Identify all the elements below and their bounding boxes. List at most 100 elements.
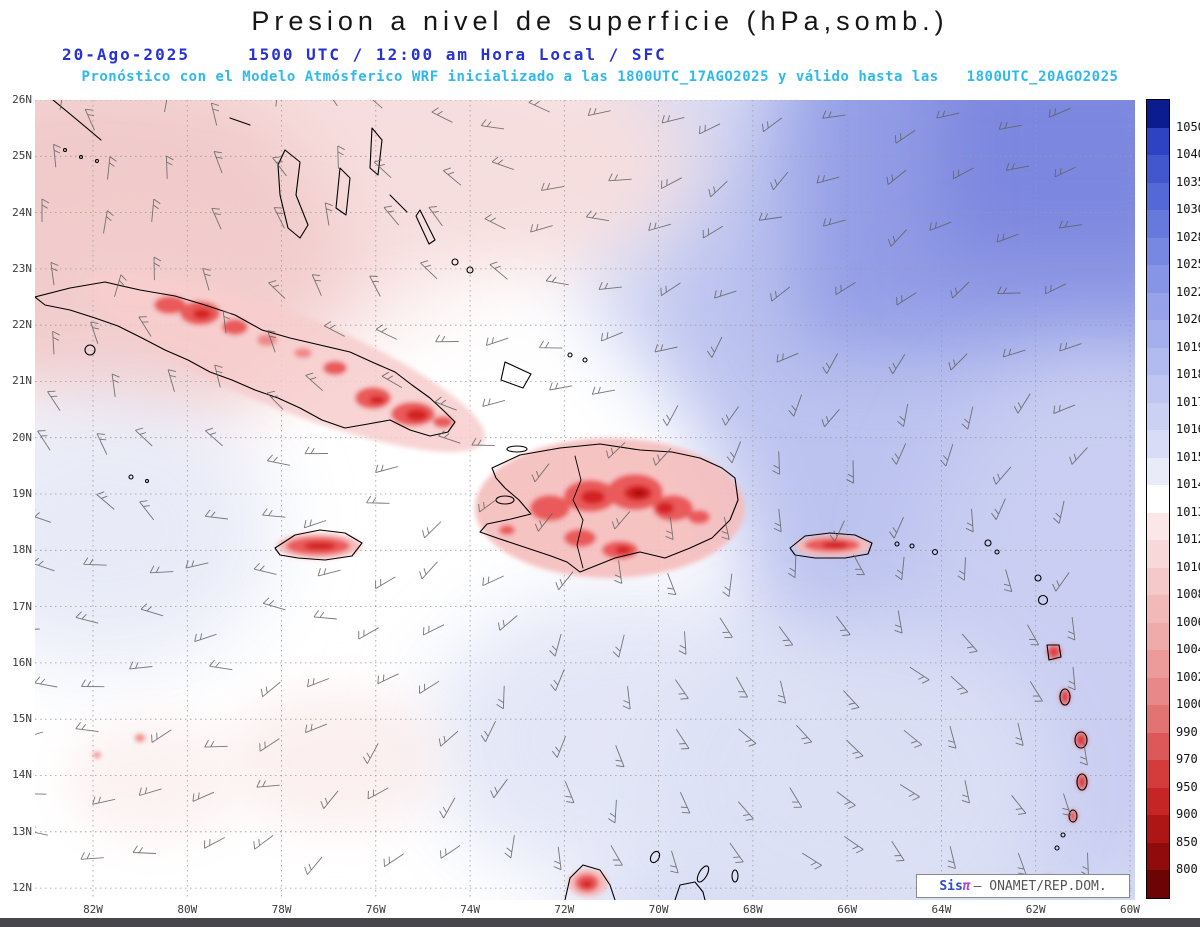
- wind-barb: [260, 681, 281, 698]
- wind-barb: [770, 171, 789, 191]
- lon-label: 68W: [742, 903, 763, 916]
- datetime-line: 20-Ago-2025 1500 UTC / 12:00 am Hora Loc…: [62, 45, 667, 64]
- wind-barb: [383, 205, 400, 226]
- wind-barb: [735, 676, 748, 698]
- wind-barb: [490, 778, 508, 799]
- wind-barb: [836, 616, 851, 637]
- wind-barb: [844, 836, 864, 854]
- coast-st-vincent: [1068, 809, 1078, 823]
- wind-barb: [888, 354, 906, 375]
- wind-barb: [272, 156, 287, 177]
- wind-barb: [886, 169, 907, 185]
- wind-barb: [564, 781, 575, 804]
- wind-barb: [699, 123, 721, 135]
- wind-barb: [443, 167, 462, 186]
- wind-barb: [253, 562, 277, 575]
- wind-barb: [957, 557, 966, 581]
- wind-barb: [1002, 348, 1026, 358]
- coast-curacao: [696, 865, 710, 883]
- wind-barb: [496, 685, 505, 710]
- wind-barb: [313, 610, 337, 620]
- wind-barb: [891, 840, 905, 862]
- wind-barbs: [16, 83, 1089, 876]
- lon-label: 72W: [554, 903, 575, 916]
- wind-barb: [829, 520, 845, 542]
- wind-barb: [936, 110, 960, 119]
- coast-st-lucia: [1076, 773, 1088, 791]
- wind-barb: [317, 568, 341, 577]
- wind-barb: [369, 275, 381, 297]
- wind-barb: [194, 633, 217, 643]
- colorbar-label: 1028: [1176, 229, 1200, 244]
- wind-barb: [894, 130, 916, 144]
- wind-barb: [438, 430, 461, 444]
- wind-barb: [383, 853, 404, 867]
- coast-eleuthera: [369, 127, 383, 176]
- wind-barb: [585, 210, 610, 222]
- forecast-time: 1500 UTC / 12:00 am Hora Local / SFC: [247, 45, 667, 64]
- wind-barb: [41, 198, 50, 222]
- wind-barb: [1059, 342, 1082, 352]
- wind-barb: [485, 337, 509, 346]
- wind-barb: [661, 177, 683, 189]
- credit-sis: Sis: [939, 878, 963, 894]
- wind-barb: [114, 274, 127, 297]
- wind-barb: [947, 725, 957, 749]
- wind-barb: [497, 615, 518, 631]
- wind-barb: [591, 386, 615, 395]
- wind-barb: [320, 790, 339, 809]
- wind-barb: [896, 292, 917, 306]
- wind-barb: [304, 446, 329, 455]
- wind-barb: [1003, 569, 1013, 593]
- coast-caymans: [128, 474, 134, 480]
- map-canvas: [0, 10, 1200, 927]
- colorbar-cell: [1147, 182, 1169, 211]
- wind-barb: [268, 280, 286, 299]
- colorbar-cell: [1147, 430, 1169, 458]
- colorbar-cell: [1147, 292, 1169, 321]
- wind-barb: [549, 633, 562, 657]
- colorbar-label: 1006: [1176, 614, 1200, 629]
- colorbar-cell: [1147, 457, 1169, 486]
- wind-barb: [419, 561, 438, 580]
- wind-barb: [149, 565, 174, 574]
- wind-barb: [484, 214, 506, 230]
- wind-barb: [654, 344, 678, 353]
- wind-barb: [323, 321, 345, 337]
- wind-barb: [1027, 624, 1040, 646]
- colorbar-label: 1025: [1176, 257, 1200, 272]
- wind-barb: [435, 334, 459, 343]
- colorbar-label: 850: [1176, 834, 1198, 849]
- wind-barb: [678, 631, 687, 655]
- colorbar-cell: [1147, 375, 1169, 403]
- wind-barb: [151, 198, 161, 223]
- border-haiti-dr: [572, 455, 584, 569]
- latlon-grid: [35, 99, 1135, 900]
- wind-barb: [366, 495, 390, 504]
- wind-barb: [612, 634, 625, 658]
- wind-barb: [598, 281, 622, 290]
- colorbar-cell: [1147, 595, 1169, 623]
- wind-barb: [138, 787, 162, 796]
- colorbar-cell: [1147, 622, 1169, 651]
- wind-barb: [909, 666, 930, 684]
- model-valid-text: 1800UTC_20AGO2025: [966, 69, 1119, 85]
- wind-barb: [103, 210, 114, 234]
- wind-barb: [151, 729, 172, 743]
- wind-barb: [50, 261, 59, 286]
- wind-barb: [551, 735, 567, 758]
- wind-barb: [545, 274, 569, 286]
- wind-barb: [266, 390, 284, 410]
- lon-label: 62W: [1025, 903, 1046, 916]
- wind-barb: [482, 575, 504, 587]
- wind-barb: [652, 447, 672, 466]
- wind-barb: [553, 846, 562, 871]
- lon-label: 64W: [931, 903, 952, 916]
- wind-barb: [669, 850, 679, 874]
- wind-barb: [846, 460, 854, 484]
- wind-barb: [897, 403, 909, 427]
- wind-barb: [714, 289, 737, 299]
- wind-barb: [608, 173, 632, 182]
- wind-barb: [822, 110, 846, 119]
- wind-barb: [952, 167, 974, 180]
